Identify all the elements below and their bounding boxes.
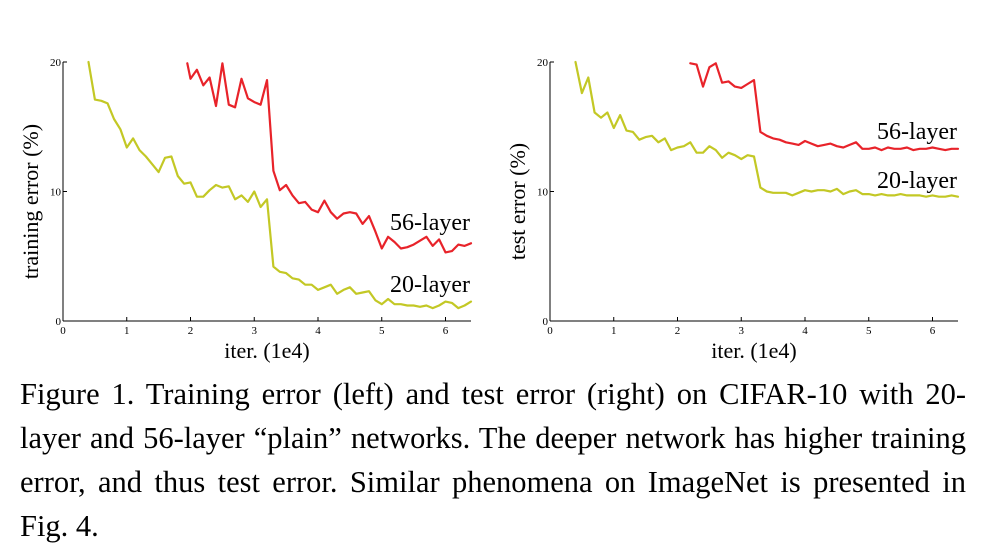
chart-left-panel: 0 1 2 3 4 5 6 0 10 20 iter. (1e4) training error (%… — [18, 57, 473, 363]
chart-left-x-tick-label: 4 — [315, 325, 321, 337]
chart-right-series-label-56-layer: 56-layer — [877, 119, 957, 145]
chart-left-x-tick-label: 0 — [60, 325, 66, 337]
chart-right-series-line-20-layer — [574, 60, 960, 198]
chart-right-x-tick-label: 0 — [547, 325, 553, 337]
chart-right-x-tick-label: 1 — [611, 325, 617, 337]
chart-left-x-tick-label: 5 — [379, 325, 385, 337]
chart-right-y-tick-label: 20 — [537, 57, 549, 69]
chart-left-series-line-56-layer — [186, 62, 473, 254]
chart-right-series-line-56-layer — [689, 62, 960, 152]
chart-left-x-tick-label: 2 — [188, 325, 194, 337]
chart-left-series-label-20-layer: 20-layer — [390, 272, 470, 298]
chart-right-panel: 0 1 2 3 4 5 6 0 10 20 iter. (1e4) test error (%) 56-… — [505, 57, 960, 363]
chart-left-y-tick-label: 10 — [50, 187, 62, 199]
chart-left-x-tick-label: 3 — [252, 325, 258, 337]
chart-left-x-axis-title: iter. (1e4) — [224, 338, 310, 363]
chart-right-x-tick-label: 5 — [866, 325, 872, 337]
chart-left-y-tick-label: 20 — [50, 57, 62, 69]
chart-left-y-axis-title: training error (%) — [18, 124, 43, 279]
chart-right-y-tick-label: 0 — [543, 316, 549, 328]
chart-right-x-tick-label: 2 — [675, 325, 681, 337]
figure-caption: Figure 1. Training error (left) and test… — [20, 377, 966, 543]
chart-right-x-axis-title: iter. (1e4) — [711, 338, 797, 363]
chart-left-series-line-20-layer — [87, 60, 473, 310]
chart-left-series-label-56-layer: 56-layer — [390, 210, 470, 236]
chart-right-x-tick-label: 3 — [739, 325, 745, 337]
chart-right-x-tick-label: 4 — [802, 325, 808, 337]
chart-left-x-tick-label: 6 — [443, 325, 449, 337]
chart-right-x-tick-label: 6 — [930, 325, 936, 337]
chart-left-y-tick-label: 0 — [56, 316, 62, 328]
chart-right-y-axis-title: test error (%) — [505, 143, 530, 260]
chart-right-series-label-20-layer: 20-layer — [877, 168, 957, 194]
chart-left-x-tick-label: 1 — [124, 325, 130, 337]
chart-right-y-tick-label: 10 — [537, 187, 549, 199]
